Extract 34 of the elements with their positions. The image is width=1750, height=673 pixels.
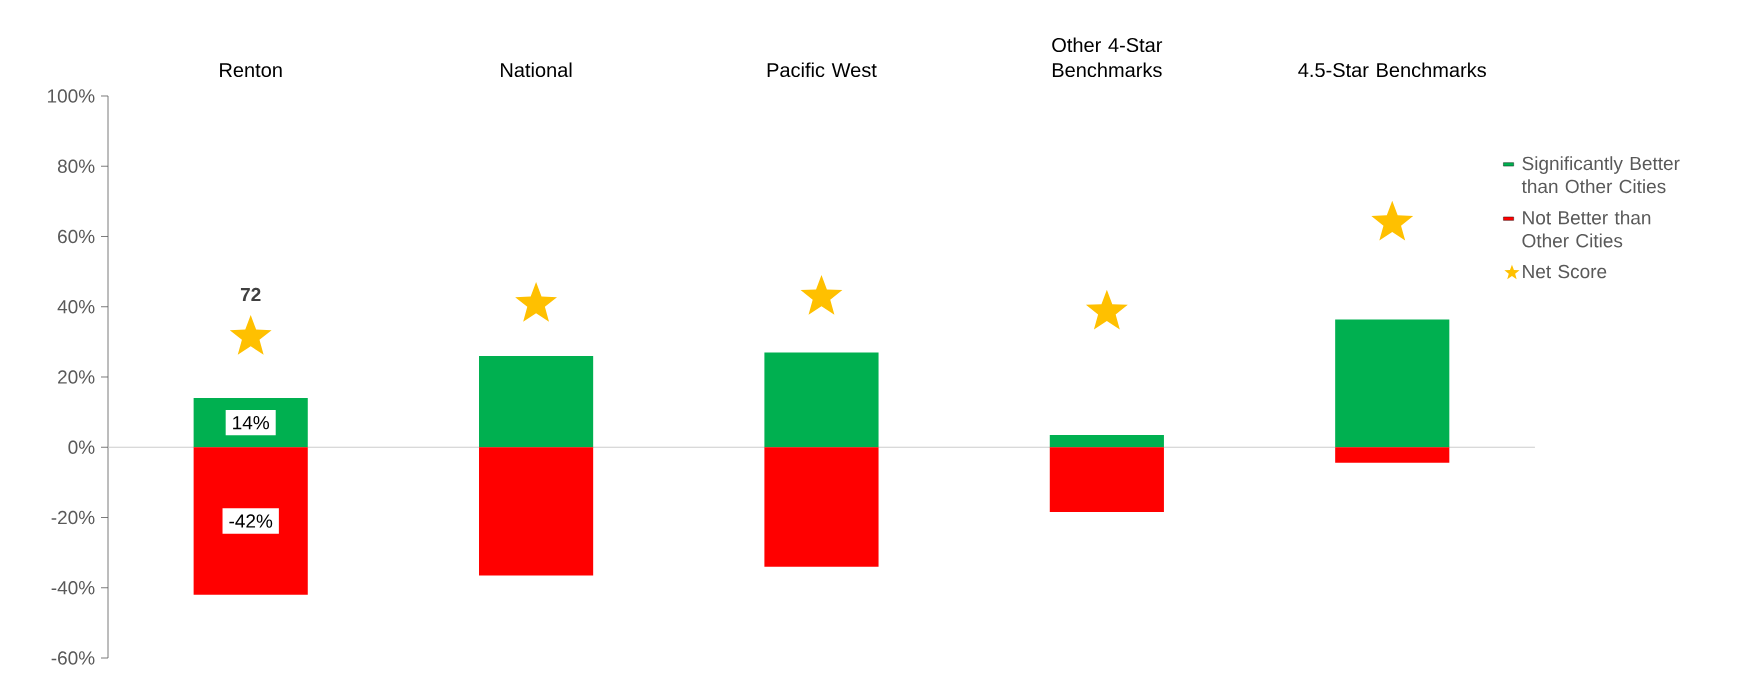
y-tick-label: 40% xyxy=(57,300,95,314)
legend-label: Significantly Better than Other Cities xyxy=(1521,156,1680,194)
x-tick-label: 4.5-Star Benchmarks xyxy=(1298,62,1486,78)
point xyxy=(515,281,558,322)
x-tick-label: National xyxy=(501,62,572,78)
bar xyxy=(1049,447,1164,512)
bar xyxy=(479,355,594,448)
y-tick-label: 80% xyxy=(57,159,95,173)
point xyxy=(229,314,272,355)
y-tick-label: 60% xyxy=(58,229,95,244)
point xyxy=(1371,200,1414,241)
bar xyxy=(1335,447,1450,463)
y-tick-label: -20% xyxy=(51,510,95,525)
bar xyxy=(479,447,594,576)
legend-label: Net Score xyxy=(1523,264,1607,279)
bar xyxy=(764,352,879,448)
bar xyxy=(764,447,879,567)
annotation: 72 xyxy=(240,287,261,302)
y-tick-label: 20% xyxy=(58,370,95,384)
y-tick-label: 0% xyxy=(68,440,95,454)
bar xyxy=(1049,434,1164,448)
point xyxy=(1085,289,1128,330)
data-label: -42% xyxy=(229,514,273,528)
x-tick-label: Other 4-Star Benchmarks xyxy=(1052,37,1163,78)
y-tick-label: -40% xyxy=(51,581,95,595)
bar xyxy=(1335,319,1450,448)
data-label: 14% xyxy=(233,416,270,430)
y-tick-label: -60% xyxy=(51,651,95,665)
legend-label: Not Better than Other Cities xyxy=(1522,210,1651,248)
x-tick-label: Renton xyxy=(220,63,282,78)
point xyxy=(800,274,843,315)
y-tick-label: 100% xyxy=(47,89,95,103)
bar xyxy=(193,447,308,595)
x-tick-label: Pacific West xyxy=(767,62,877,78)
